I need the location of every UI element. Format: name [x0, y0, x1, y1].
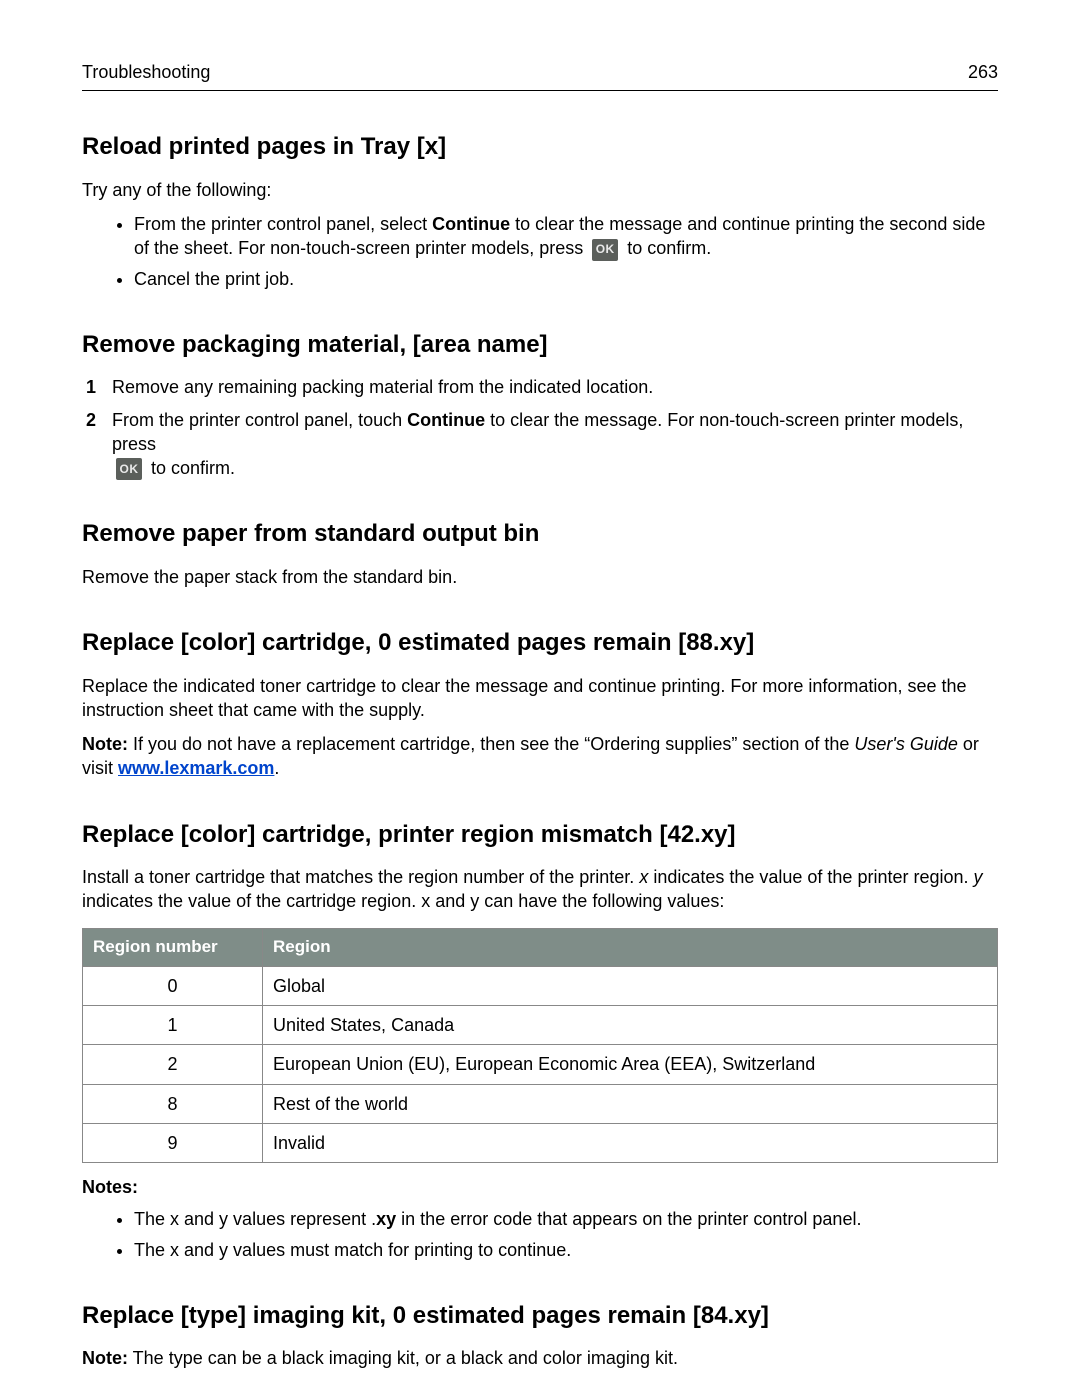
- notes-label: Notes:: [82, 1175, 998, 1199]
- bullet-list: The x and y values represent .xy in the …: [82, 1207, 998, 1262]
- table-cell: 2: [83, 1045, 263, 1084]
- table-row: 9 Invalid: [83, 1123, 998, 1162]
- table-cell: 1: [83, 1005, 263, 1044]
- lexmark-link[interactable]: www.lexmark.com: [118, 758, 274, 778]
- list-item: The x and y values must match for printi…: [134, 1238, 998, 1262]
- table-cell: Invalid: [263, 1123, 998, 1162]
- italic-text: y: [974, 867, 983, 887]
- italic-text: User's Guide: [854, 734, 957, 754]
- heading-replace-imaging-kit: Replace [type] imaging kit, 0 estimated …: [82, 1300, 998, 1332]
- bold-text: Continue: [432, 214, 510, 234]
- numbered-list: Remove any remaining packing material fr…: [82, 375, 998, 480]
- text: in the error code that appears on the pr…: [396, 1209, 861, 1229]
- note-paragraph: Note: The type can be a black imaging ki…: [82, 1346, 998, 1370]
- region-table: Region number Region 0 Global 1 United S…: [82, 928, 998, 1163]
- paragraph: Replace the indicated toner cartridge to…: [82, 674, 998, 723]
- bold-text: xy: [376, 1209, 396, 1229]
- text: indicates the value of the cartridge reg…: [82, 891, 724, 911]
- running-header: Troubleshooting 263: [82, 60, 998, 91]
- text: to confirm.: [146, 458, 235, 478]
- text: From the printer control panel, select: [134, 214, 432, 234]
- table-cell: Global: [263, 966, 998, 1005]
- text: .: [274, 758, 279, 778]
- text: Install a toner cartridge that matches t…: [82, 867, 639, 887]
- table-header-cell: Region number: [83, 928, 263, 966]
- ok-button-icon: OK: [592, 239, 618, 261]
- text: From the printer control panel, touch: [112, 410, 407, 430]
- table-cell: 8: [83, 1084, 263, 1123]
- paragraph: Install a toner cartridge that matches t…: [82, 865, 998, 914]
- ok-button-icon: OK: [116, 458, 142, 480]
- heading-remove-packaging: Remove packaging material, [area name]: [82, 329, 998, 361]
- text: If you do not have a replacement cartrid…: [128, 734, 854, 754]
- table-row: 8 Rest of the world: [83, 1084, 998, 1123]
- heading-remove-paper: Remove paper from standard output bin: [82, 518, 998, 550]
- heading-replace-cartridge-42: Replace [color] cartridge, printer regio…: [82, 819, 998, 851]
- table-cell: European Union (EU), European Economic A…: [263, 1045, 998, 1084]
- table-cell: Rest of the world: [263, 1084, 998, 1123]
- bold-text: Continue: [407, 410, 485, 430]
- table-header-cell: Region: [263, 928, 998, 966]
- table-header-row: Region number Region: [83, 928, 998, 966]
- list-item: From the printer control panel, touch Co…: [82, 408, 998, 481]
- list-item: From the printer control panel, select C…: [134, 212, 998, 261]
- note-label: Note:: [82, 734, 128, 754]
- note-paragraph: Note: If you do not have a replacement c…: [82, 732, 998, 781]
- italic-text: x: [639, 867, 648, 887]
- paragraph: Try any of the following:: [82, 178, 998, 202]
- bullet-list: From the printer control panel, select C…: [82, 212, 998, 291]
- table-cell: United States, Canada: [263, 1005, 998, 1044]
- list-item: The x and y values represent .xy in the …: [134, 1207, 998, 1231]
- table-row: 1 United States, Canada: [83, 1005, 998, 1044]
- list-item: Remove any remaining packing material fr…: [82, 375, 998, 399]
- note-label: Note:: [82, 1348, 128, 1368]
- header-page-number: 263: [968, 60, 998, 84]
- table-row: 2 European Union (EU), European Economic…: [83, 1045, 998, 1084]
- table-row: 0 Global: [83, 966, 998, 1005]
- text: to confirm.: [622, 238, 711, 258]
- text: indicates the value of the printer regio…: [648, 867, 973, 887]
- paragraph: Remove the paper stack from the standard…: [82, 565, 998, 589]
- header-section-title: Troubleshooting: [82, 60, 210, 84]
- heading-replace-cartridge-88: Replace [color] cartridge, 0 estimated p…: [82, 627, 998, 659]
- text: The x and y values represent .: [134, 1209, 376, 1229]
- table-cell: 9: [83, 1123, 263, 1162]
- list-item: Cancel the print job.: [134, 267, 998, 291]
- table-cell: 0: [83, 966, 263, 1005]
- text: The type can be a black imaging kit, or …: [128, 1348, 678, 1368]
- heading-reload-printed-pages: Reload printed pages in Tray [x]: [82, 131, 998, 163]
- document-page: Troubleshooting 263 Reload printed pages…: [0, 0, 1080, 1371]
